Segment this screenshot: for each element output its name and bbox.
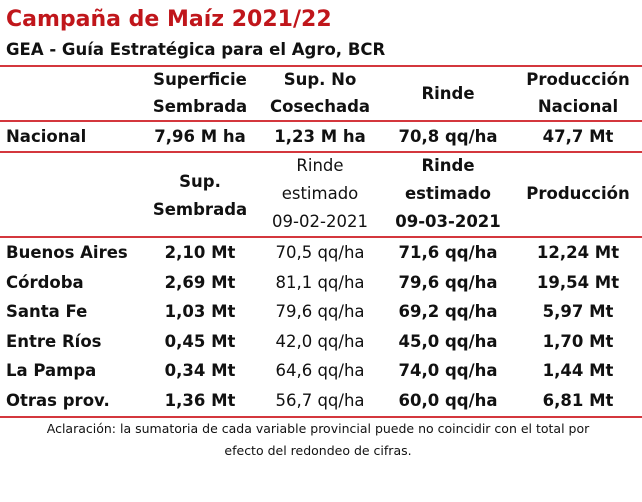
cell: 70,5 qq/ha <box>275 243 365 262</box>
cell: 69,2 qq/ha <box>398 302 498 322</box>
row-label: La Pampa <box>6 361 97 381</box>
column-header: Superficie <box>153 70 247 89</box>
cell: 7,96 M ha <box>154 127 246 146</box>
divider <box>0 120 642 122</box>
cell: 79,6 qq/ha <box>275 302 365 322</box>
cell: 42,0 qq/ha <box>275 331 365 351</box>
divider <box>0 236 642 238</box>
cell: 74,0 qq/ha <box>398 361 498 381</box>
row-label: Entre Ríos <box>6 331 102 351</box>
row-label: Santa Fe <box>6 302 88 322</box>
row-label: Buenos Aires <box>6 243 128 262</box>
cell: 2,10 Mt <box>164 243 236 262</box>
column-header: estimado <box>281 184 359 203</box>
subtitle: GEA - Guía Estratégica para el Agro, BCR <box>6 40 386 59</box>
cell: 1,23 M ha <box>274 127 366 146</box>
cell: 1,70 Mt <box>542 331 614 351</box>
cell: 56,7 qq/ha <box>275 391 365 410</box>
column-header: 09-02-2021 <box>272 212 368 231</box>
column-header: 09-03-2021 <box>395 212 501 231</box>
cell: 2,69 Mt <box>164 272 236 292</box>
cell: 1,03 Mt <box>164 302 236 322</box>
column-header: Rinde <box>296 156 344 175</box>
column-header: Sup. No <box>283 70 357 89</box>
column-header: Nacional <box>537 97 619 116</box>
cell: 5,97 Mt <box>542 302 614 322</box>
divider <box>0 416 642 418</box>
cell: 70,8 qq/ha <box>398 127 498 146</box>
cell: 79,6 qq/ha <box>398 272 498 292</box>
cell: 64,6 qq/ha <box>275 361 365 381</box>
cell: 45,0 qq/ha <box>398 331 498 351</box>
row-label: Otras prov. <box>6 391 110 410</box>
cell: 0,34 Mt <box>164 361 236 381</box>
cell: 71,6 qq/ha <box>398 243 498 262</box>
cell: 0,45 Mt <box>164 331 236 351</box>
column-header: Rinde <box>421 156 475 175</box>
cell: 19,54 Mt <box>536 272 620 292</box>
cell: 1,44 Mt <box>542 361 614 381</box>
cell: 47,7 Mt <box>542 127 614 146</box>
divider <box>0 151 642 153</box>
cell: 12,24 Mt <box>536 243 620 262</box>
cell: 60,0 qq/ha <box>398 391 498 410</box>
cell: 6,81 Mt <box>542 391 614 410</box>
column-header: Sembrada <box>152 200 248 219</box>
divider <box>0 65 642 67</box>
column-header: Cosechada <box>269 97 371 116</box>
cell: 81,1 qq/ha <box>275 272 365 292</box>
column-header: Producción <box>526 70 630 89</box>
row-label: Córdoba <box>6 272 84 292</box>
column-header: estimado <box>404 184 492 203</box>
footnote: efecto del redondeo de cifras. <box>224 443 412 458</box>
title: Campaña de Maíz 2021/22 <box>6 7 332 32</box>
column-header: Sup. <box>179 172 221 191</box>
column-header: Producción <box>526 184 630 203</box>
column-header: Sembrada <box>152 97 248 116</box>
cell: 1,36 Mt <box>164 391 236 410</box>
footnote: Aclaración: la sumatoria de cada variabl… <box>46 421 590 436</box>
row-label: Nacional <box>6 127 87 146</box>
column-header: Rinde <box>421 84 475 103</box>
